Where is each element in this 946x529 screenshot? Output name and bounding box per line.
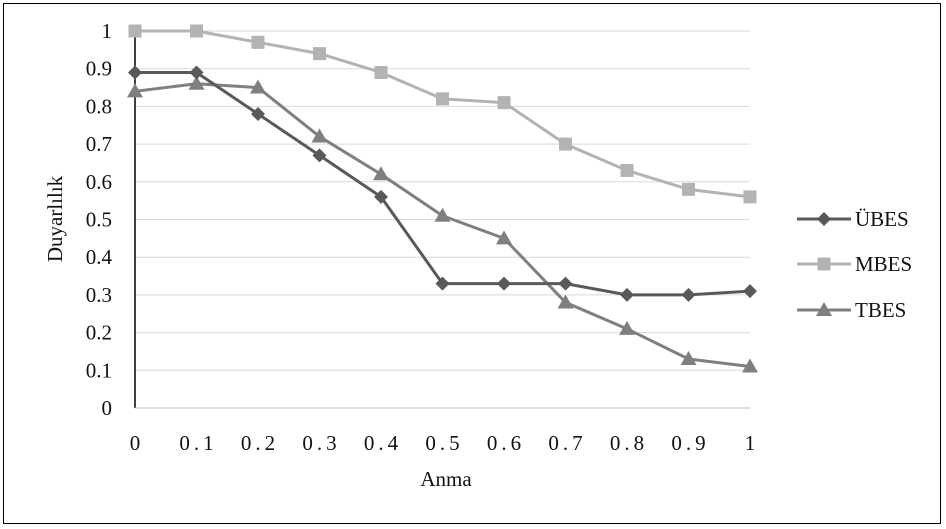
legend-label: TBES — [855, 298, 906, 322]
y-axis-label: Duyarlılık — [43, 175, 67, 262]
series-tbes — [127, 75, 758, 373]
x-tick-label: 0.9 — [671, 431, 709, 455]
data-point — [816, 302, 832, 316]
data-point — [557, 294, 574, 309]
data-point — [311, 128, 328, 143]
y-tick-label: 0.2 — [86, 321, 112, 345]
data-point — [436, 92, 449, 106]
y-tick-label: 0 — [102, 396, 113, 420]
data-point — [374, 189, 388, 204]
x-axis-ticks: 0 0.1 0.2 0.3 0.4 0.5 0.6 0.7 0.8 0.9 1 — [130, 431, 760, 455]
data-point — [312, 148, 327, 163]
data-point — [313, 47, 326, 61]
y-axis-ticks: 0 0.1 0.2 0.3 0.4 0.5 0.6 0.7 0.8 0.9 1 — [86, 19, 113, 420]
data-point — [558, 276, 573, 291]
data-point — [680, 350, 697, 365]
data-point — [374, 65, 388, 79]
x-tick-label: 0.6 — [487, 431, 525, 455]
data-point — [251, 35, 265, 49]
data-point — [743, 190, 757, 204]
legend-label: ÜBES — [855, 207, 909, 231]
data-point — [619, 320, 635, 335]
y-tick-label: 0.7 — [86, 132, 112, 156]
data-point — [743, 284, 757, 299]
data-point — [496, 230, 512, 245]
legend-item: TBES — [797, 298, 906, 322]
series-übes — [128, 65, 757, 302]
series-line — [135, 29, 751, 199]
data-point — [127, 83, 143, 98]
y-tick-label: 0.1 — [86, 358, 112, 382]
legend-item: MBES — [797, 252, 912, 276]
x-tick-label: 0 — [130, 431, 145, 455]
series-line — [135, 70, 751, 297]
data-point — [189, 65, 204, 80]
data-point — [682, 182, 695, 196]
data-point — [128, 24, 142, 38]
x-axis-label: Anma — [420, 467, 472, 491]
x-tick-label: 0.8 — [610, 431, 648, 455]
data-point — [559, 137, 572, 151]
series-line — [134, 82, 751, 369]
x-tick-label: 0.3 — [302, 431, 340, 455]
gridlines — [135, 30, 750, 371]
x-tick-label: 0.1 — [179, 431, 217, 455]
y-tick-label: 0.8 — [86, 94, 112, 118]
data-point — [435, 276, 450, 291]
y-tick-label: 0.9 — [86, 57, 112, 81]
legend-label: MBES — [855, 252, 912, 276]
data-point — [434, 207, 451, 222]
data-point — [251, 106, 265, 121]
data-point — [128, 65, 142, 80]
data-point — [817, 257, 831, 271]
x-tick-label: 0.5 — [425, 431, 463, 455]
legend-item: ÜBES — [797, 207, 909, 231]
data-point — [373, 166, 389, 181]
y-tick-label: 0.4 — [86, 245, 113, 269]
x-tick-label: 0.4 — [364, 431, 402, 455]
data-point — [620, 163, 634, 177]
data-point — [497, 276, 511, 291]
x-tick-label: 0.2 — [241, 431, 279, 455]
data-point — [620, 287, 634, 302]
data-point — [742, 358, 758, 373]
data-point — [190, 24, 203, 38]
legend: ÜBES MBES TBES — [797, 207, 912, 322]
x-tick-label: 1 — [745, 431, 760, 455]
data-point — [497, 96, 511, 110]
y-tick-label: 0.5 — [86, 208, 112, 232]
y-tick-label: 1 — [102, 19, 113, 43]
series-mbes — [128, 24, 757, 204]
series-group — [127, 24, 758, 373]
y-tick-label: 0.3 — [86, 283, 112, 307]
data-point — [188, 75, 205, 90]
data-point — [250, 79, 266, 94]
data-point — [681, 287, 696, 302]
data-point — [817, 212, 831, 226]
x-tick-label: 0.7 — [548, 431, 586, 455]
y-tick-label: 0.6 — [86, 170, 112, 194]
